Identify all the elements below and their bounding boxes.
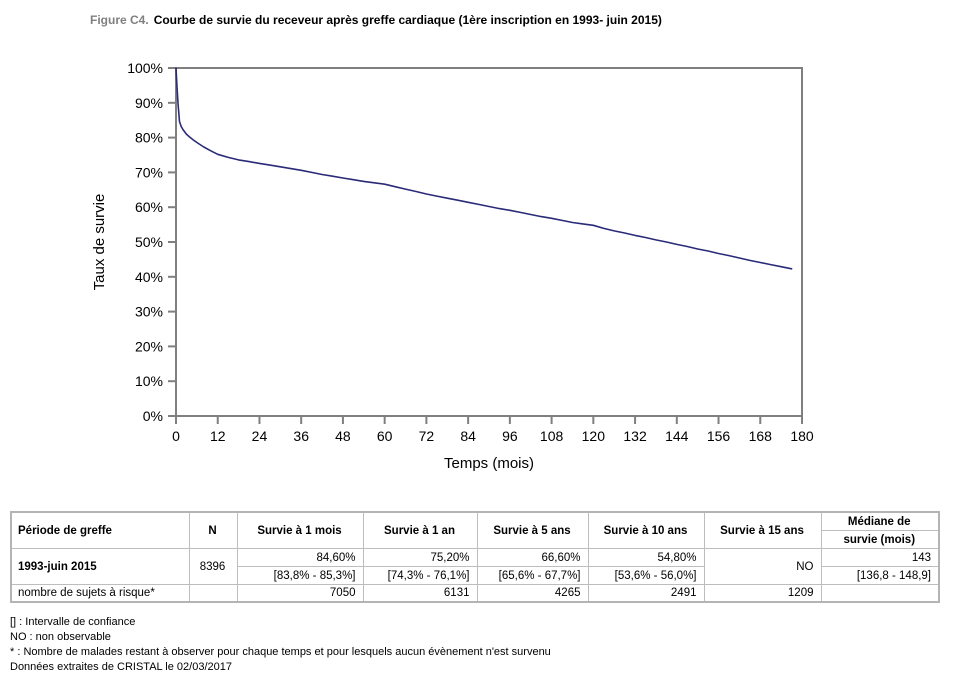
x-axis-tick-label: 48 — [335, 428, 351, 444]
x-axis-tick-label: 180 — [790, 428, 814, 444]
table-row-greffe-ci: [83,8% - 85,3%] [74,3% - 76,1%] [65,6% -… — [11, 566, 940, 585]
y-axis-tick-label: 30% — [135, 304, 163, 320]
y-axis-title: Taux de survie — [91, 194, 108, 291]
x-axis-tick-label: 120 — [582, 428, 606, 444]
header-survie-1an: Survie à 1 an — [362, 511, 478, 549]
x-axis-tick-label: 84 — [460, 428, 476, 444]
x-axis-tick-label: 24 — [252, 428, 268, 444]
cell-risque-15ans: 1209 — [703, 584, 822, 603]
x-axis-tick-label: 96 — [502, 428, 518, 444]
plot-border — [175, 67, 803, 417]
footnotes: [] : Intervalle de confiance NO : non ob… — [10, 615, 551, 675]
y-axis-tick-label: 0% — [143, 408, 163, 424]
y-axis-tick-label: 40% — [135, 269, 163, 285]
x-axis-tick-label: 168 — [749, 428, 773, 444]
cell-ci-5ans: [65,6% - 67,7%] — [476, 566, 589, 585]
cell-risque-10ans: 2491 — [587, 584, 705, 603]
cell-risque-1an: 6131 — [362, 584, 478, 603]
figure-title: Figure C4. Courbe de survie du receveur a… — [90, 13, 662, 27]
table-row-greffe-values: 1993-juin 2015 8396 84,60% 75,20% 66,60%… — [10, 548, 940, 585]
cell-risque-mediane-empty — [820, 584, 940, 603]
cell-survie-5ans: 66,60% — [476, 548, 589, 567]
cell-survie-10ans: 54,80% — [587, 548, 705, 567]
y-axis-tick-label: 50% — [135, 234, 163, 250]
table-row-risque: nombre de sujets à risque* 7050 6131 426… — [10, 584, 940, 603]
cell-risque-n-empty — [188, 584, 238, 603]
cell-ci-1mois: [83,8% - 85,3%] — [236, 566, 364, 585]
header-survie-15ans: Survie à 15 ans — [703, 511, 822, 549]
header-survie-10ans: Survie à 10 ans — [587, 511, 705, 549]
cell-risque-5ans: 4265 — [476, 584, 589, 603]
cell-periode: 1993-juin 2015 — [10, 548, 190, 585]
footnote-no: NO : non observable — [10, 631, 111, 643]
x-axis-tick-label: 72 — [419, 428, 435, 444]
cell-survie-1mois: 84,60% — [236, 548, 364, 567]
x-axis-tick-label: 0 — [172, 428, 180, 444]
cell-survie-15ans: NO — [703, 548, 822, 585]
cell-risque-1mois: 7050 — [236, 584, 364, 603]
cell-n: 8396 — [188, 548, 238, 585]
cell-risque-label: nombre de sujets à risque* — [10, 584, 190, 603]
survival-chart: 0% 10% 20% 30% 40% 50% 60% 70% 80% 90% 100% 0 12 24 36… — [91, 60, 814, 472]
header-mediane-line2: survie (mois) — [820, 530, 940, 549]
x-axis-tick-label: 60 — [377, 428, 393, 444]
footnote-confidence-interval: [] : Intervalle de confiance — [10, 616, 136, 628]
y-axis-tick-label: 70% — [135, 164, 163, 180]
cell-ci-10ans: [53,6% - 56,0%] — [587, 566, 705, 585]
survival-curve — [175, 67, 793, 270]
header-survie-1mois: Survie à 1 mois — [236, 511, 364, 549]
footnote-source: Données extraites de CRISTAL le 02/03/20… — [10, 661, 232, 673]
table-header-row: Période de greffe N Survie à 1 mois Surv… — [10, 511, 940, 549]
y-axis-tick-label: 80% — [135, 130, 163, 146]
x-axis-tick-label: 12 — [210, 428, 226, 444]
header-mediane-line1: Médiane de — [820, 511, 940, 531]
y-axis-tick-label: 60% — [135, 199, 163, 215]
header-survie-5ans: Survie à 5 ans — [476, 511, 589, 549]
figure-number: Figure C4. — [90, 13, 149, 27]
cell-ci-mediane: [136,8 - 148,9] — [820, 566, 940, 585]
x-axis-tick-label: 36 — [293, 428, 309, 444]
cell-survie-1an: 75,20% — [362, 548, 478, 567]
y-axis-tick-label: 20% — [135, 338, 163, 354]
y-axis-tick-label: 100% — [127, 60, 163, 76]
x-axis-title: Temps (mois) — [444, 455, 534, 472]
cell-ci-1an: [74,3% - 76,1%] — [362, 566, 478, 585]
table-header-row2: survie (mois) — [11, 530, 940, 549]
figure-title-text: Courbe de survie du receveur après greff… — [153, 13, 662, 27]
x-axis-tick-label: 132 — [623, 428, 647, 444]
header-n: N — [188, 511, 238, 549]
y-axis-tick-label: 10% — [135, 373, 163, 389]
x-axis-tick-label: 156 — [707, 428, 731, 444]
x-axis-tick-label: 144 — [665, 428, 689, 444]
header-periode: Période de greffe — [10, 511, 190, 549]
survival-table: Période de greffe N Survie à 1 mois Surv… — [10, 511, 940, 603]
cell-mediane: 143 — [820, 548, 940, 567]
x-axis-tick-label: 108 — [540, 428, 564, 444]
y-axis-tick-label: 90% — [135, 95, 163, 111]
footnote-risque: * : Nombre de malades restant à observer… — [10, 646, 551, 658]
